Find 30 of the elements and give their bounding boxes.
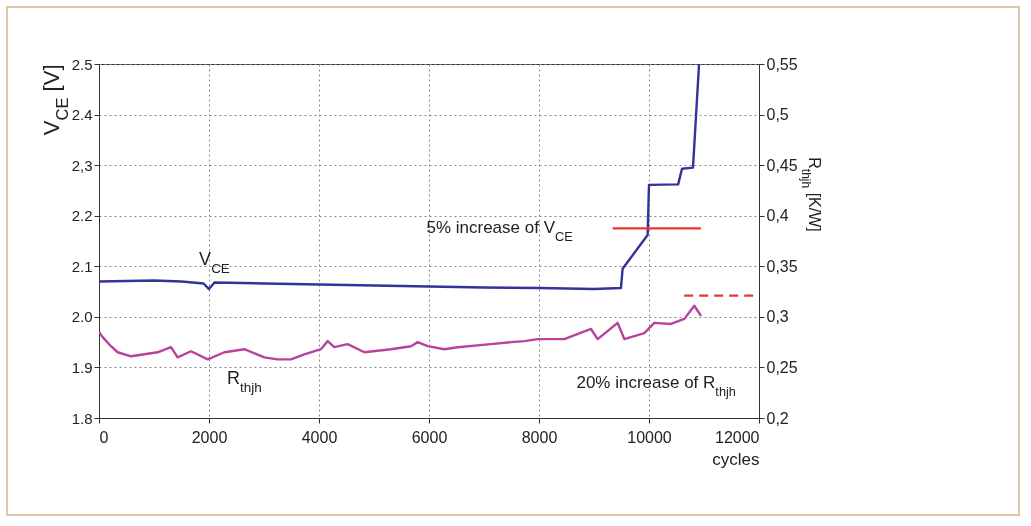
- x-tick-label: 0: [99, 428, 109, 446]
- y-tick-label: 2.4: [71, 106, 93, 124]
- x-tick-label: 12000: [715, 428, 760, 446]
- y-tick-label: 1.9: [71, 358, 93, 376]
- y2-tick-label: 0,5: [766, 106, 789, 124]
- line-series: [99, 304, 703, 361]
- y-tick-label: 1.8: [71, 409, 93, 427]
- y-tick-label: 2.5: [71, 55, 93, 73]
- annotation: 5% increase of V$_{CE}$: [426, 218, 573, 244]
- x-tick-label: 6000: [411, 428, 448, 446]
- y2-tick-label: 0,55: [766, 55, 798, 73]
- x-tick-label: 10000: [627, 428, 672, 446]
- y2-tick-label: 0,25: [766, 358, 798, 376]
- y-tick-label: 2,3: [71, 156, 93, 174]
- x-tick-label: 2000: [191, 428, 228, 446]
- y-tick-label: 2.0: [71, 308, 93, 326]
- y-tick-label: 2.1: [71, 257, 93, 275]
- x-tick-label: 8000: [521, 428, 558, 446]
- x-tick-label: 4000: [301, 428, 338, 446]
- annotation: 20% increase of R$_{thjh}$: [576, 372, 736, 399]
- line-series: [99, 64, 701, 291]
- series-label: R$_{thjh}$: [226, 368, 262, 395]
- series-label: V$_{CE}$: [199, 249, 230, 276]
- y2-tick-label: 0,35: [766, 257, 798, 275]
- x-axis-title: cycles: [712, 449, 760, 469]
- y-tick-label: 2.2: [71, 207, 93, 225]
- y2-tick-label: 0,4: [766, 207, 789, 225]
- y2-tick-label: 0,45: [766, 156, 798, 174]
- y2-tick-label: 0,3: [766, 308, 789, 326]
- y2-tick-label: 0,2: [766, 409, 789, 427]
